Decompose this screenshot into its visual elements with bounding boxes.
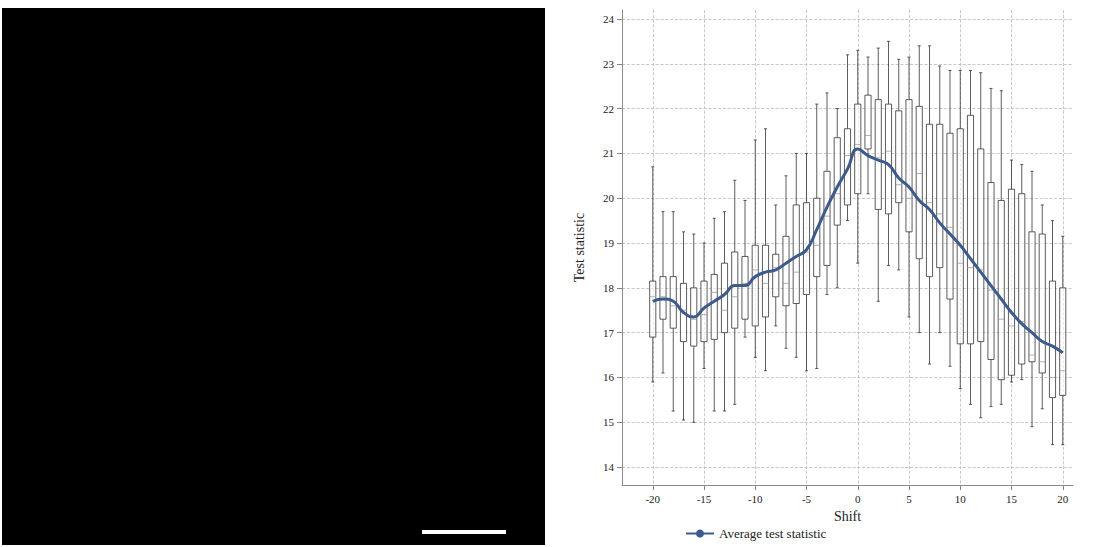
svg-text:10: 10 xyxy=(955,493,967,505)
svg-text:Average test statistic: Average test statistic xyxy=(719,526,827,541)
svg-text:15: 15 xyxy=(1006,493,1018,505)
svg-text:22: 22 xyxy=(603,103,614,115)
svg-text:21: 21 xyxy=(603,147,614,159)
svg-text:-20: -20 xyxy=(645,493,660,505)
svg-text:14: 14 xyxy=(603,461,615,473)
svg-text:0: 0 xyxy=(855,493,861,505)
svg-text:-15: -15 xyxy=(697,493,712,505)
svg-text:19: 19 xyxy=(603,237,615,249)
svg-text:Test statistic: Test statistic xyxy=(572,213,587,282)
svg-text:-10: -10 xyxy=(748,493,763,505)
svg-text:20: 20 xyxy=(1057,493,1069,505)
svg-text:15: 15 xyxy=(603,416,615,428)
svg-text:16: 16 xyxy=(603,371,615,383)
svg-text:5: 5 xyxy=(906,493,912,505)
svg-text:17: 17 xyxy=(603,327,615,339)
svg-text:Shift: Shift xyxy=(834,509,861,524)
svg-text:24: 24 xyxy=(603,13,615,25)
svg-text:20: 20 xyxy=(603,192,615,204)
svg-text:-5: -5 xyxy=(802,493,812,505)
svg-text:23: 23 xyxy=(603,58,615,70)
svg-text:18: 18 xyxy=(603,282,615,294)
